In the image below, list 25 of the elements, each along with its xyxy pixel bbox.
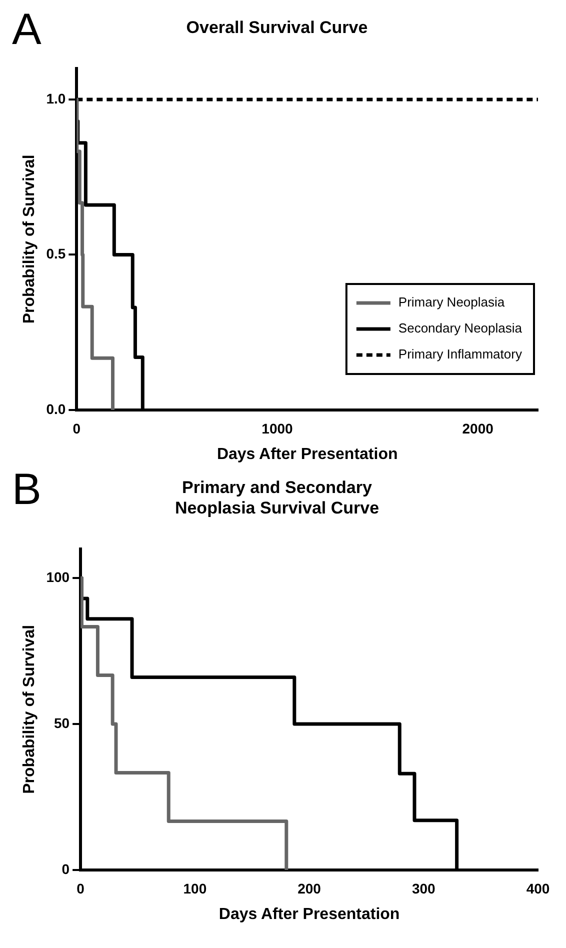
y-tick-label: 0.0	[46, 400, 66, 417]
x-tick-label: 300	[412, 880, 436, 896]
text: A	[12, 5, 42, 54]
x-tick-label: 100	[183, 880, 207, 896]
y-tick-label: 50	[54, 714, 70, 731]
text: B	[12, 465, 42, 514]
x-tick-label: 2000	[462, 420, 494, 436]
y-axis-title: Probability of Survival	[21, 624, 38, 794]
x-tick-label: 1000	[262, 420, 294, 436]
x-tick-label: 0	[72, 420, 81, 436]
y-tick-label: 1.0	[46, 90, 66, 106]
x-tick-label: 200	[298, 880, 322, 896]
y-tick-label: 100	[46, 568, 70, 585]
legend-label: Primary Neoplasia	[398, 294, 506, 310]
y-tick-label: 0	[62, 860, 70, 877]
x-tick-label: 400	[526, 880, 550, 896]
legend-label: Primary Inflammatory	[398, 346, 522, 362]
legend-label: Secondary Neoplasia	[398, 320, 523, 336]
chart-title: Primary and Secondary Neoplasia Survival Curve	[174, 478, 380, 518]
x-axis-title: Days After Presentation	[216, 446, 398, 463]
chart-title: Overall Survival Curve	[186, 18, 368, 37]
y-axis-title: Probability of Survival	[21, 154, 38, 324]
y-tick-label: 0.5	[46, 246, 66, 262]
x-tick-label: 0	[76, 880, 85, 896]
x-axis-title: Days After Presentation	[218, 906, 400, 923]
